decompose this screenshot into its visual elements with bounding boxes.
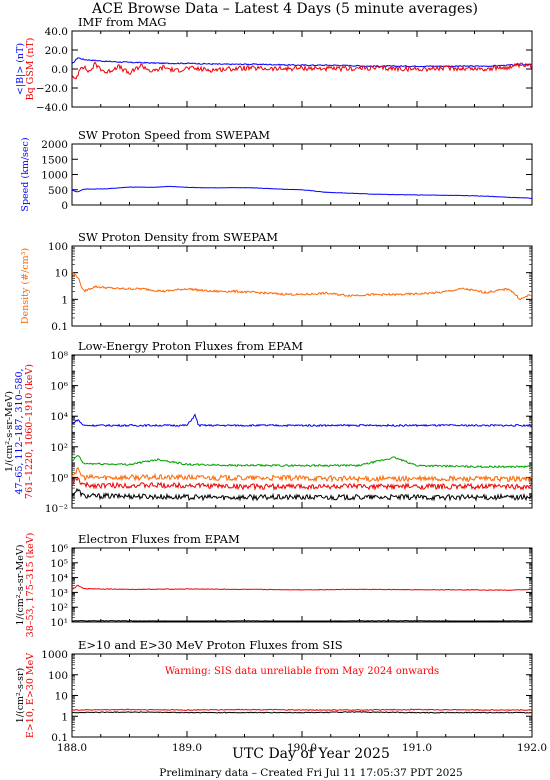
y-axis-label: Speed (km/sec) — [20, 137, 31, 211]
y-tick-label: 10¹ — [50, 617, 68, 629]
y-tick-label: 10⁴ — [50, 411, 68, 423]
x-tick-label: 191.0 — [402, 742, 432, 754]
y-tick-label: 1000 — [41, 170, 68, 182]
footer-text: Preliminary data – Created Fri Jul 11 17… — [159, 767, 462, 779]
y-axis-label: 1/(cm²-s-sr) — [15, 668, 26, 724]
panel-imf: IMF from MAG −40.0 −20.0 0.0 20.0 40.0 <|B|> (… — [15, 15, 533, 114]
x-tick-label: 189.0 — [172, 742, 202, 754]
panel-title: Low-Energy Proton Fluxes from EPAM — [78, 339, 303, 353]
y-tick-label: 1 — [61, 294, 68, 306]
panel-electron-flux: Electron Fluxes from EPAM 10¹ 10² 10³ 10⁴ 10⁵… — [15, 532, 533, 638]
x-tick-label: 192.0 — [517, 742, 547, 754]
y-tick-label: 10⁸ — [50, 350, 68, 362]
y-tick-label: 0 — [61, 200, 68, 212]
series-line — [71, 413, 533, 428]
series-line — [72, 711, 532, 714]
y-tick-label: 0.1 — [51, 732, 68, 744]
series-line — [72, 185, 533, 199]
series-line — [71, 61, 533, 80]
panel-title: E>10 and E>30 MeV Proton Fluxes from SIS — [78, 638, 343, 652]
series-line — [71, 467, 533, 484]
panel-speed: SW Proton Speed from SWEPAM 0 500 1000 1500 2… — [20, 128, 533, 212]
y-tick-label: 500 — [48, 185, 68, 197]
series-line — [71, 584, 533, 591]
series-line — [71, 57, 533, 68]
y-axis-label: Bq GSM (nT) — [25, 38, 36, 101]
y-tick-label: 10² — [50, 602, 68, 614]
y-tick-label: 20.0 — [45, 45, 68, 57]
panel-title: Electron Fluxes from EPAM — [78, 532, 240, 546]
panel-frame — [71, 30, 533, 108]
panel-frame — [71, 354, 533, 509]
y-axis-label: 47–65, 112–187, 310–580, — [14, 368, 25, 494]
series-line — [71, 487, 533, 502]
y-axis-label: E>10, E>30 MeV — [25, 653, 36, 738]
series-line — [71, 477, 533, 492]
y-tick-label: −20.0 — [36, 83, 68, 95]
y-tick-label: 10⁴ — [50, 573, 68, 585]
panel-title: SW Proton Speed from SWEPAM — [78, 128, 270, 142]
y-axis-label: 761–1220, 1060–1910 (keV) — [24, 364, 35, 499]
y-tick-label: 1000 — [41, 649, 68, 661]
panel-proton-flux: Low-Energy Proton Fluxes from EPAM 10⁻² 10… — [4, 339, 533, 515]
y-axis-label: 38–53, 175–315 (keV) — [25, 533, 36, 638]
y-tick-label: 10⁵ — [50, 558, 68, 570]
series-line — [71, 619, 533, 622]
y-axis-label: <|B|> (nT) — [15, 43, 26, 95]
y-tick-label: 10 — [55, 691, 68, 703]
panel-sis: E>10 and E>30 MeV Proton Fluxes from SIS… — [15, 638, 547, 754]
panel-title: IMF from MAG — [78, 15, 166, 29]
y-axis-label: 1/(cm²-s-sr-MeV) — [15, 545, 26, 626]
y-tick-label: 10² — [50, 442, 68, 454]
y-tick-label: 10⁶ — [50, 543, 68, 555]
y-tick-label: 100 — [48, 670, 68, 682]
panel-title: SW Proton Density from SWEPAM — [78, 230, 278, 244]
y-tick-label: 1500 — [41, 154, 68, 166]
y-tick-label: −40.0 — [36, 102, 68, 114]
y-axis-label: 1/(cm²-s-sr-MeV) — [4, 391, 15, 472]
panel-frame — [71, 547, 533, 623]
y-tick-label: 2000 — [41, 139, 68, 151]
y-axis-label: Density (#/cm³) — [20, 248, 31, 324]
y-tick-label: 10 — [55, 268, 68, 280]
y-tick-label: 0.0 — [51, 64, 68, 76]
y-tick-label: 100 — [48, 241, 68, 253]
y-tick-label: 0.1 — [51, 321, 68, 333]
warning-annotation: Warning: SIS data unreliable from May 20… — [165, 666, 439, 677]
y-tick-label: 10⁻² — [45, 503, 68, 515]
y-tick-label: 40.0 — [45, 26, 68, 38]
panel-frame — [71, 245, 533, 327]
y-tick-label: 1 — [61, 711, 68, 723]
y-tick-label: 10⁶ — [50, 381, 68, 393]
page-title: ACE Browse Data – Latest 4 Days (5 minut… — [91, 1, 478, 17]
series-line — [71, 455, 533, 469]
series-line — [71, 708, 533, 712]
y-tick-label: 10³ — [50, 587, 68, 599]
x-tick-label: 190.0 — [287, 742, 317, 754]
panel-density: SW Proton Density from SWEPAM 0.1 1 10 100 De… — [20, 230, 533, 333]
x-axis-label: UTC Day of Year 2025 — [232, 746, 390, 762]
series-line — [71, 272, 533, 301]
x-tick-label: 188.0 — [57, 742, 87, 754]
y-tick-label: 10⁰ — [50, 472, 68, 484]
